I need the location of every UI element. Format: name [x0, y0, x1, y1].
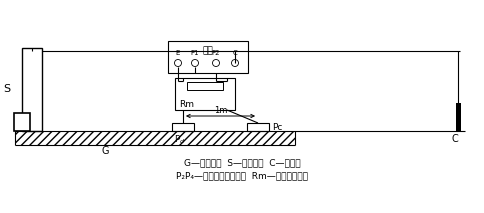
- Text: 仪器: 仪器: [203, 46, 213, 55]
- Text: E: E: [176, 50, 180, 56]
- Text: Rm: Rm: [179, 100, 194, 109]
- Text: P1: P1: [191, 50, 199, 56]
- Text: C: C: [452, 134, 458, 144]
- Text: G: G: [101, 146, 109, 156]
- Text: C: C: [233, 50, 237, 56]
- Bar: [175, 78, 235, 110]
- Text: P₂P₄—模拟人脚的金属板  Rm—等效人体电阱: P₂P₄—模拟人脚的金属板 Rm—等效人体电阱: [176, 171, 308, 180]
- Text: P2: P2: [212, 50, 220, 56]
- Bar: [22, 48, 42, 131]
- Text: S: S: [3, 85, 10, 95]
- Bar: [14, 113, 30, 131]
- Bar: [172, 123, 194, 131]
- Bar: [455, 103, 460, 131]
- Bar: [247, 123, 269, 131]
- Bar: [187, 82, 223, 90]
- Text: 1m: 1m: [214, 106, 227, 115]
- Text: P$_d$: P$_d$: [174, 133, 185, 145]
- Bar: [15, 131, 295, 145]
- Text: Pc: Pc: [272, 122, 282, 131]
- Text: G—接地装置  S—设备架构  C—电流极: G—接地装置 S—设备架构 C—电流极: [184, 158, 300, 167]
- Bar: [168, 41, 248, 73]
